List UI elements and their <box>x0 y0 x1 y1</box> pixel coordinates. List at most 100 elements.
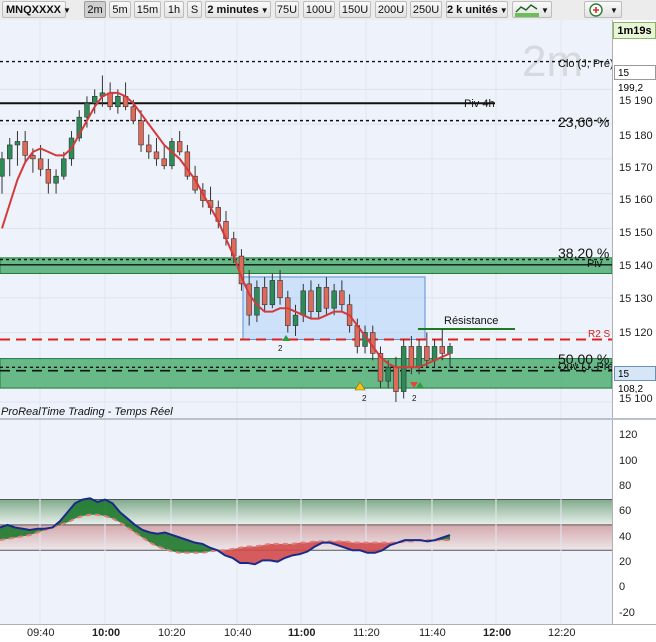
candle-down <box>285 297 291 326</box>
candle-down <box>393 366 399 392</box>
support-zone <box>0 257 612 274</box>
candle-up <box>416 346 422 368</box>
candle-up <box>7 144 13 160</box>
osc-fill <box>165 532 173 552</box>
price-tag-clo: 15 199,2 <box>614 65 656 94</box>
buy-arrow-icon <box>282 335 290 341</box>
interval-dropdown-label: 2 minutes <box>207 4 259 16</box>
candle-countdown: 1m19s <box>613 22 656 39</box>
units-250-button[interactable]: 250U <box>410 1 442 18</box>
support-zone <box>0 358 612 389</box>
candle-down <box>277 280 283 299</box>
osc-fill <box>285 543 293 558</box>
osc-fill <box>135 524 143 538</box>
osc-fill <box>75 499 83 519</box>
osc-fill <box>255 545 263 565</box>
chart-type-button[interactable]: ▼ <box>512 1 552 18</box>
price-chart-pane[interactable]: 2m Clo (J, Pré) Piv 4h 23,60 % 38,20 % P… <box>0 20 612 418</box>
indicator-button[interactable]: ▼ <box>584 1 622 18</box>
candle-up <box>53 175 59 184</box>
candle-up <box>292 314 299 326</box>
oscillator-axis[interactable]: 120 100 80 60 40 20 0 -20 <box>612 420 656 624</box>
time-tick: 11:00 <box>288 627 316 639</box>
time-tick: 12:20 <box>548 627 576 639</box>
interval-1h-button[interactable]: 1h <box>164 1 184 18</box>
signal-marker-label: 2 <box>412 394 417 403</box>
candle-down <box>107 92 113 108</box>
osc-fill <box>195 542 203 553</box>
price-tick: 15 140 <box>619 260 653 272</box>
candle-up <box>300 290 306 316</box>
units-100-button[interactable]: 100U <box>303 1 335 18</box>
osc-tick: -20 <box>619 606 635 619</box>
candle-up <box>315 287 322 312</box>
signal-marker-label: 2 <box>362 394 367 403</box>
candle-up <box>269 280 276 306</box>
osc-fill <box>352 542 360 551</box>
interval-dropdown[interactable]: 2 minutes ▼ <box>205 1 271 18</box>
candle-down <box>184 151 191 177</box>
candle-up <box>91 96 98 104</box>
price-chart-canvas <box>0 20 612 418</box>
time-axis[interactable]: 09:40 10:00 10:20 10:40 11:00 11:20 11:4… <box>0 624 656 642</box>
osc-tick: 60 <box>619 505 632 518</box>
osc-main-line <box>0 497 451 566</box>
osc-fill <box>277 543 285 562</box>
candle-up <box>14 141 21 146</box>
time-tick: 11:20 <box>353 627 380 639</box>
candle-down <box>22 141 28 156</box>
signal-marker-label: 2 <box>278 344 283 353</box>
units-dropdown[interactable]: 2 k unités ▼ <box>446 1 508 18</box>
oscillator-title: ProRealTime Trading - Temps Réel <box>1 406 173 418</box>
ouv-label: Ouv (J, Pré) <box>558 361 612 373</box>
osc-tick: 0 <box>619 581 626 594</box>
candle-up <box>431 346 438 361</box>
candle-down <box>130 106 137 121</box>
osc-fill <box>367 542 375 553</box>
osc-fill <box>142 529 150 543</box>
price-tick: 15 130 <box>619 293 653 305</box>
osc-fill <box>0 524 8 541</box>
buy-arrow-icon <box>416 382 424 388</box>
units-200-button[interactable]: 200U <box>375 1 407 18</box>
interval-2m-button[interactable]: 2m <box>84 1 106 18</box>
units-75-button[interactable]: 75U <box>275 1 299 18</box>
osc-fill <box>67 503 75 523</box>
candle-up <box>84 102 90 118</box>
instrument-selector[interactable]: MNQXXXX ▼ <box>2 1 71 18</box>
resistance-label: Résistance <box>444 315 499 327</box>
instrument-label: MNQXXXX <box>6 4 62 16</box>
candle-down <box>153 151 160 160</box>
chevron-down-icon: ▼ <box>260 6 269 15</box>
chevron-down-icon: ▼ <box>63 6 71 15</box>
oscillator-pane[interactable] <box>0 420 612 624</box>
piv4h-label: Piv 4h <box>464 98 495 110</box>
osc-fill <box>120 512 128 528</box>
price-tick: 15 180 <box>619 130 653 142</box>
toolbar: MNQXXXX ▼ 2m 5m 15m 1h S 2 minutes ▼ 75U 1… <box>0 0 656 21</box>
osc-fill <box>292 542 300 556</box>
candle-up <box>76 116 82 139</box>
osc-fill <box>157 532 165 549</box>
interval-s-button[interactable]: S <box>187 1 202 18</box>
time-tick: 11:40 <box>419 627 446 639</box>
price-tag-last: 15 108,2 <box>614 366 656 395</box>
osc-tick: 120 <box>619 429 638 442</box>
price-axis[interactable]: 1m19s 15 199,2 15 190 15 180 15 170 15 1… <box>612 20 656 418</box>
candle-down <box>176 141 183 153</box>
pane-separator[interactable] <box>0 418 656 420</box>
price-tick: 15 100 <box>619 393 653 405</box>
osc-fill <box>187 540 195 553</box>
r2s-label: R2 S <box>588 329 611 340</box>
sell-arrow-icon <box>410 382 418 388</box>
interval-15m-button[interactable]: 15m <box>134 1 161 18</box>
osc-tick: 20 <box>619 555 632 568</box>
units-150-button[interactable]: 150U <box>339 1 371 18</box>
candle-down <box>439 346 445 354</box>
clo-label: Clo (J, Pré) <box>558 58 612 70</box>
candle-up <box>0 158 5 177</box>
candle-down <box>377 353 384 382</box>
osc-signal-line <box>0 513 450 554</box>
interval-5m-button[interactable]: 5m <box>109 1 131 18</box>
osc-fill <box>15 527 23 538</box>
